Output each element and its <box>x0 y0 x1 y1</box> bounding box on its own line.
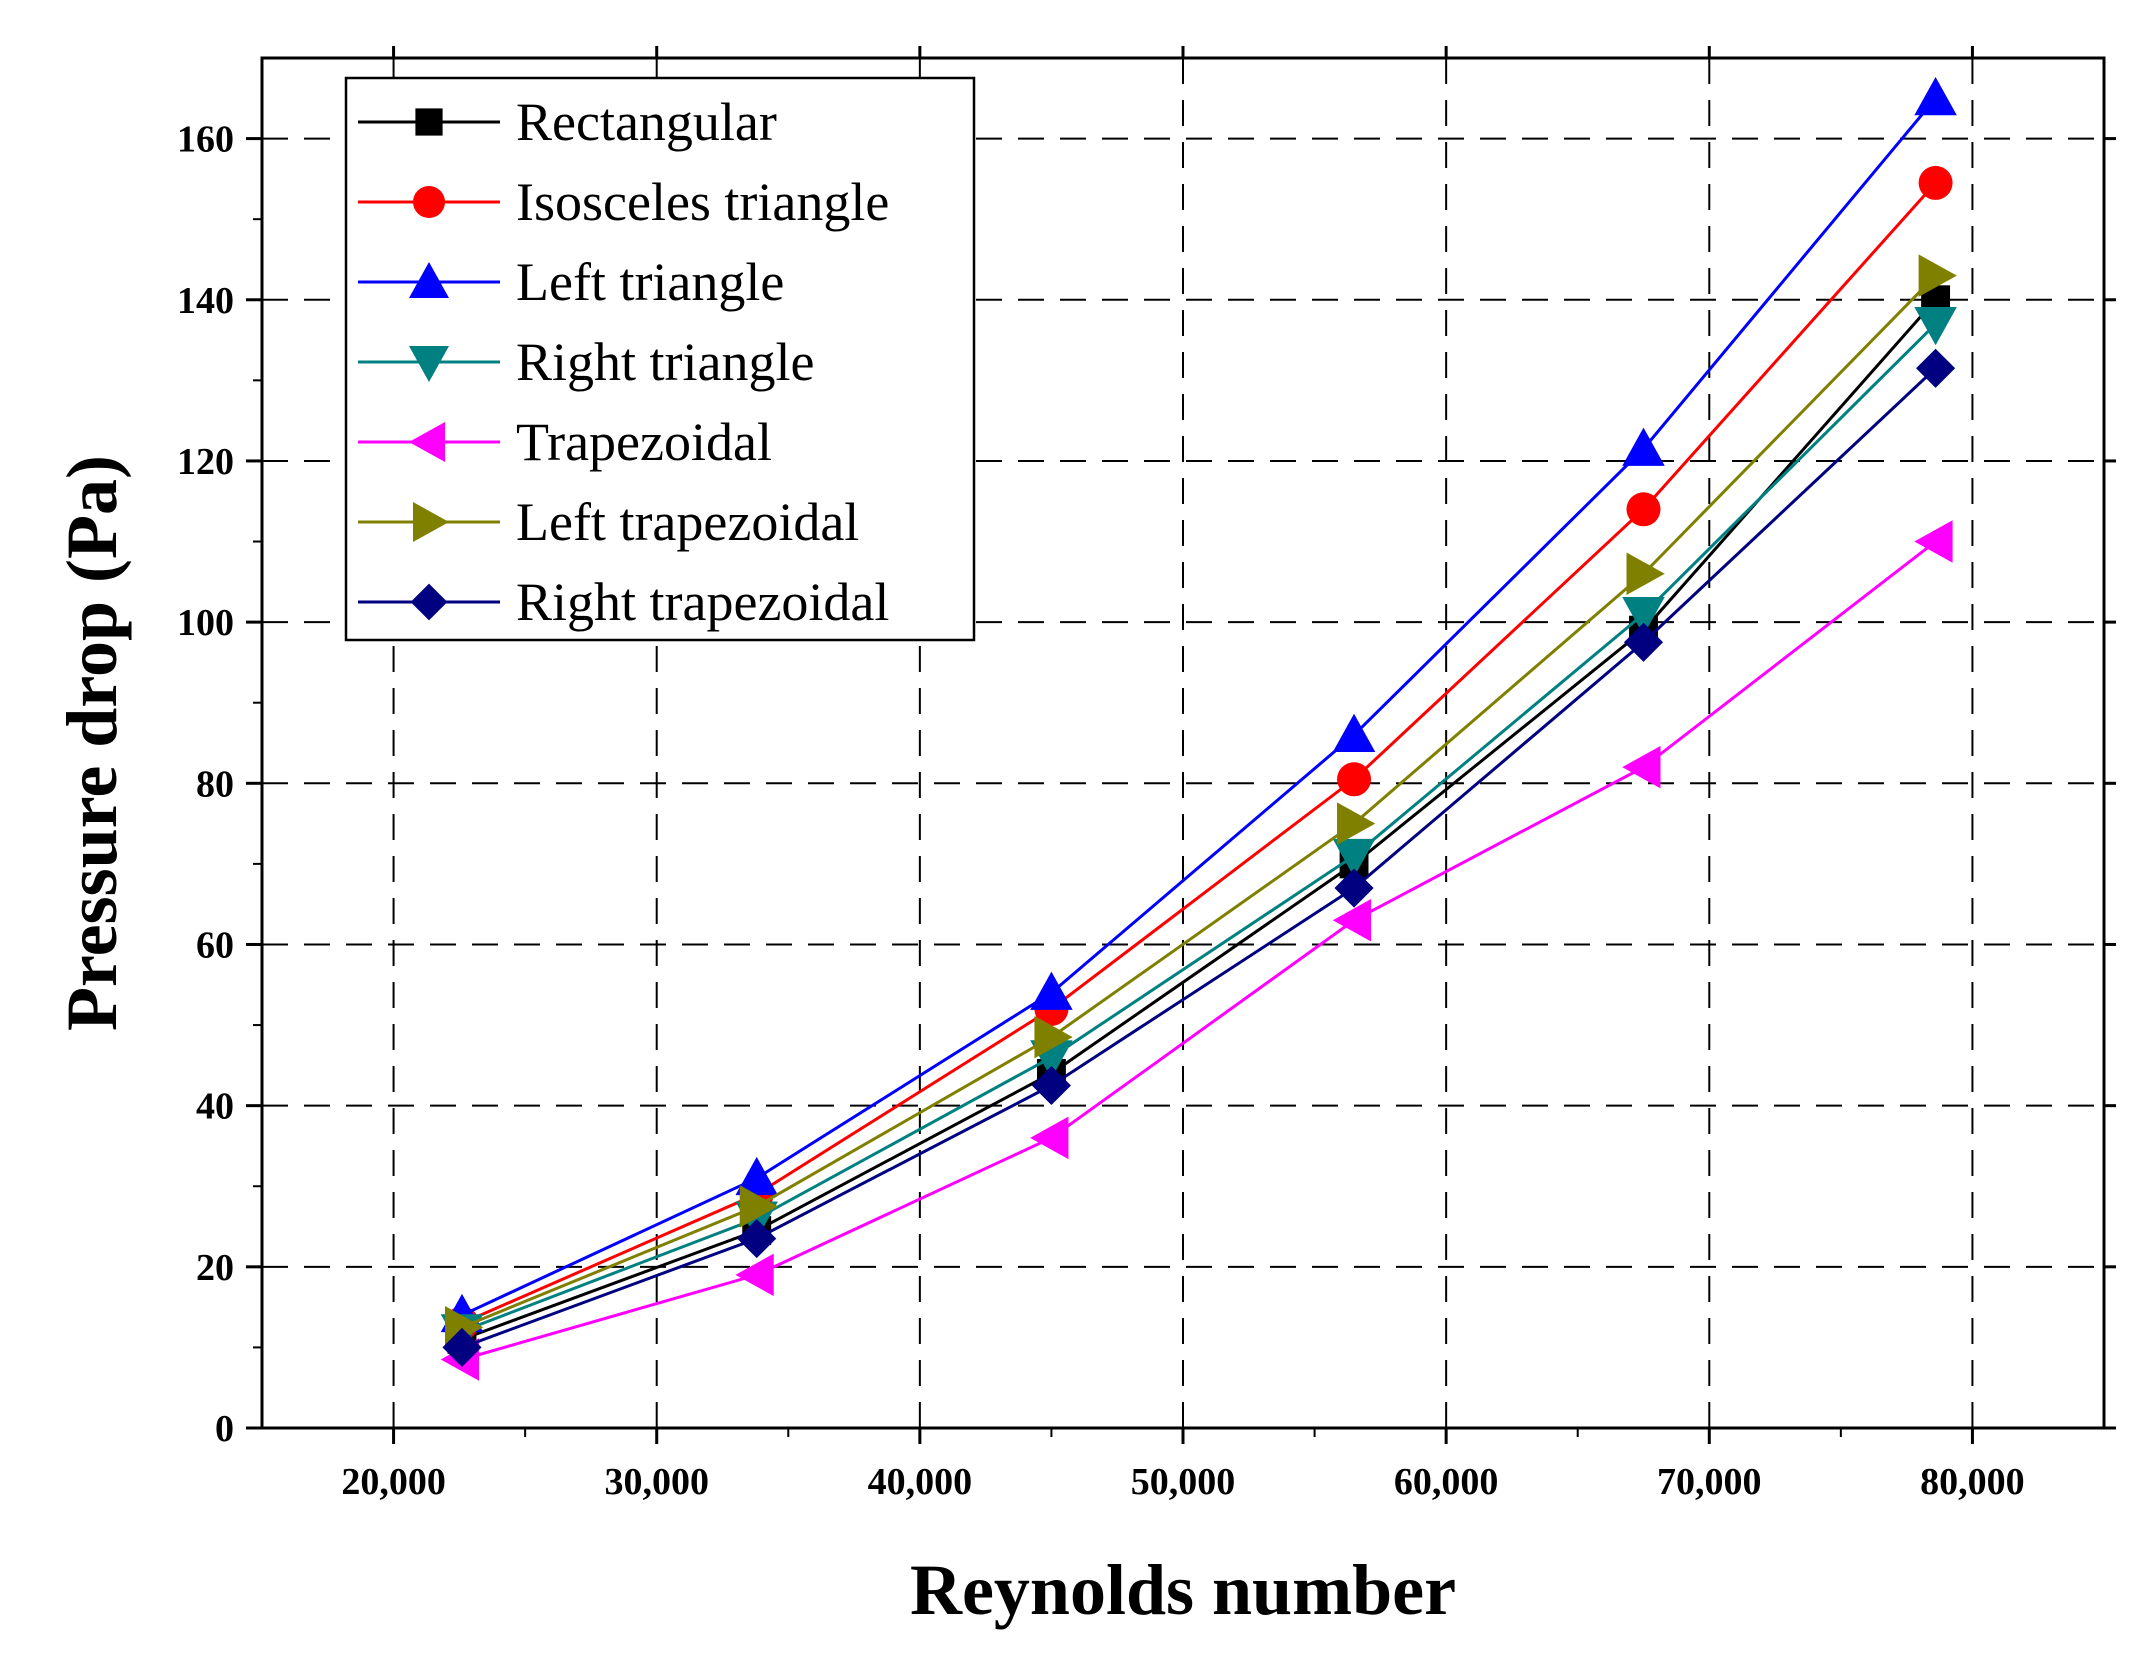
legend-item: Left trapezoidal <box>358 492 859 552</box>
data-point <box>1334 868 1374 908</box>
y-tick-label: 20 <box>196 1247 234 1289</box>
series-line <box>461 274 1937 1329</box>
y-tick-label: 0 <box>215 1408 234 1450</box>
series-layer <box>440 77 1957 1381</box>
legend-box <box>344 76 976 642</box>
x-tick-label: 60,000 <box>1394 1461 1499 1503</box>
legend-label: Trapezoidal <box>516 412 772 472</box>
series-line <box>461 540 1937 1361</box>
legend-item: Trapezoidal <box>358 412 772 472</box>
data-point <box>1337 802 1376 845</box>
data-point <box>1034 1015 1073 1059</box>
data-point <box>1916 348 1956 388</box>
y-tick-label: 160 <box>177 119 234 161</box>
y-tick-label: 60 <box>196 924 234 966</box>
series-line <box>461 181 1937 1325</box>
series-line <box>461 322 1937 1333</box>
data-point <box>737 1219 777 1259</box>
legend-marker <box>409 422 445 462</box>
data-point <box>735 1253 774 1297</box>
y-tick-label: 120 <box>177 441 234 483</box>
data-point <box>1337 762 1372 797</box>
series-line <box>461 97 1937 1317</box>
legend-marker <box>409 262 449 298</box>
data-point <box>442 1327 482 1367</box>
y-tick-label: 100 <box>177 602 234 644</box>
data-point <box>1623 622 1664 662</box>
y-tick-label: 140 <box>177 280 234 322</box>
data-point <box>1622 427 1665 466</box>
legend-label: Rectangular <box>516 92 777 152</box>
series-left-trapezoidal <box>444 254 1957 1349</box>
data-point <box>1031 1065 1071 1106</box>
legend-item: Left triangle <box>358 252 784 312</box>
legend: Rectangular Isosceles triangle Left triang… <box>344 76 976 642</box>
legend-label: Left trapezoidal <box>516 492 859 552</box>
y-axis-title: Pressure drop (Pa) <box>52 455 132 1031</box>
y-tick-label: 40 <box>196 1086 234 1128</box>
legend-marker <box>409 346 449 382</box>
data-point <box>1914 520 1953 563</box>
data-point <box>1914 77 1957 116</box>
data-point <box>1626 552 1665 596</box>
legend-label: Isosceles triangle <box>516 172 889 232</box>
legend-label: Right trapezoidal <box>516 572 889 632</box>
x-tick-label: 30,000 <box>604 1461 709 1503</box>
data-point <box>735 1156 778 1196</box>
data-point <box>1332 838 1376 878</box>
series-line <box>461 298 1937 1341</box>
legend-item: Right trapezoidal <box>358 572 889 632</box>
data-point <box>1918 254 1957 297</box>
x-tick-label: 80,000 <box>1920 1461 2025 1503</box>
data-point <box>1622 745 1661 789</box>
legend-item: Right triangle <box>358 332 814 392</box>
x-tick-label: 50,000 <box>1131 1461 1236 1503</box>
series-right-trapezoidal <box>442 348 1956 1367</box>
series-trapezoidal <box>440 520 1953 1381</box>
legend-marker <box>413 502 449 542</box>
x-tick-label: 70,000 <box>1657 1461 1762 1503</box>
y-tick-label: 80 <box>196 763 234 805</box>
data-point <box>1914 306 1957 346</box>
series-left-triangle <box>440 77 1957 1333</box>
x-tick-label: 40,000 <box>868 1461 973 1503</box>
legend-item: Isosceles triangle <box>358 172 889 232</box>
data-point <box>1622 597 1665 636</box>
data-point <box>1030 971 1073 1010</box>
legend-label: Left triangle <box>516 252 784 312</box>
legend-label: Right triangle <box>516 332 814 392</box>
x-axis-title: Reynolds number <box>910 1550 1456 1630</box>
legend-marker <box>410 583 448 621</box>
data-point <box>1918 165 1953 200</box>
data-point <box>1332 713 1376 752</box>
legend-item: Rectangular <box>358 92 777 152</box>
x-tick-label: 20,000 <box>341 1461 446 1503</box>
series-line <box>461 367 1937 1349</box>
data-point <box>1030 1116 1069 1160</box>
legend-marker <box>413 186 445 218</box>
data-point <box>1332 899 1372 942</box>
data-point <box>1626 492 1661 527</box>
data-point <box>739 1185 778 1228</box>
legend-marker <box>415 108 443 136</box>
ticks: 20,000 30,000 40,000 50,000 60,000 70,000 80,0… <box>177 46 2116 1503</box>
